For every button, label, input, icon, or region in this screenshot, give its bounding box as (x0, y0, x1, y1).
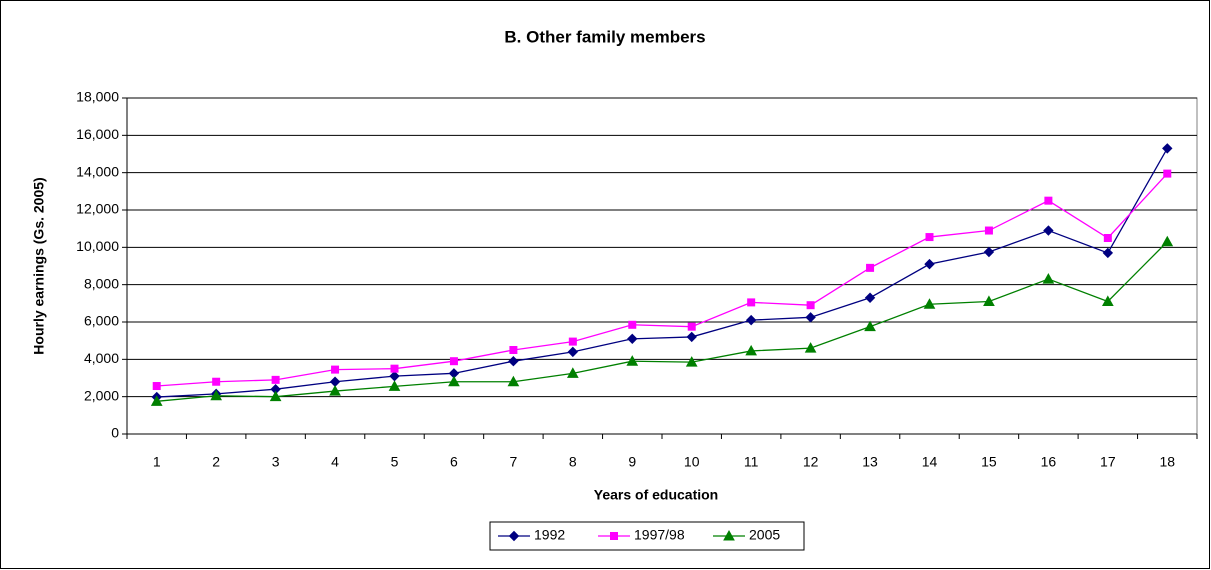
legend-label: 1997/98 (634, 527, 685, 543)
marker-diamond (686, 331, 697, 343)
series-line (156, 148, 1168, 398)
chart-title: B. Other family members (504, 27, 705, 46)
marker-square (1163, 169, 1172, 178)
series-line (156, 173, 1168, 387)
x-tick-label: 11 (744, 454, 759, 470)
marker-triangle (626, 355, 639, 366)
x-tick-label: 9 (628, 454, 636, 470)
marker-triangle (923, 298, 936, 309)
x-tick-label: 17 (1100, 454, 1116, 470)
marker-diamond (1162, 143, 1173, 154)
legend-item: 1992 (498, 527, 565, 543)
legend-label: 1992 (534, 527, 565, 543)
y-tick-label: 4,000 (84, 350, 119, 366)
marker-diamond (745, 314, 757, 326)
y-tick-label: 2,000 (84, 387, 119, 403)
marker-triangle (448, 375, 460, 387)
y-tick-label: 6,000 (84, 313, 119, 329)
marker-square (212, 377, 221, 386)
marker-triangle (507, 375, 520, 387)
marker-diamond (864, 292, 876, 303)
marker-triangle (269, 390, 282, 402)
marker-triangle (723, 529, 735, 541)
marker-triangle (566, 367, 579, 378)
x-tick-label: 3 (272, 454, 280, 470)
marker-triangle (1042, 273, 1055, 284)
x-tick-label: 5 (391, 454, 399, 470)
y-tick-label: 18,000 (76, 89, 119, 105)
marker-triangle (745, 344, 758, 356)
marker-triangle (804, 342, 817, 353)
x-tick-label: 2 (212, 454, 220, 470)
x-tick-label: 4 (331, 454, 339, 470)
legend-item: 1997/98 (598, 527, 685, 543)
series-line (156, 241, 1168, 402)
y-tick-label: 14,000 (76, 163, 119, 179)
y-tick-label: 10,000 (76, 238, 119, 254)
marker-square (687, 322, 696, 331)
marker-diamond (627, 333, 638, 345)
marker-triangle (210, 389, 223, 401)
marker-square (925, 233, 934, 242)
marker-triangle (1101, 295, 1114, 306)
marker-triangle (864, 320, 876, 332)
marker-square (568, 337, 577, 346)
marker-square (271, 375, 280, 384)
marker-square (1103, 234, 1112, 242)
marker-square (806, 301, 815, 310)
marker-diamond (805, 312, 816, 323)
marker-square (747, 298, 756, 307)
y-tick-label: 12,000 (76, 201, 119, 217)
legend-box (489, 521, 805, 551)
marker-diamond (1102, 247, 1114, 259)
x-axis-title: Years of education (594, 487, 718, 503)
x-tick-label: 18 (1159, 454, 1175, 470)
marker-square (152, 382, 161, 391)
marker-square (610, 532, 618, 540)
legend-item: 2005 (713, 527, 780, 543)
marker-triangle (329, 385, 341, 396)
marker-diamond (508, 530, 520, 542)
marker-diamond (924, 258, 935, 270)
x-tick-label: 13 (862, 454, 878, 470)
marker-triangle (388, 380, 401, 391)
marker-diamond (1043, 225, 1054, 236)
marker-square (331, 365, 340, 374)
marker-square (1044, 196, 1053, 205)
x-tick-label: 1 (153, 454, 161, 470)
marker-square (449, 357, 458, 366)
marker-square (509, 346, 518, 354)
marker-square (628, 320, 637, 329)
y-tick-label: 0 (111, 425, 119, 441)
x-tick-label: 10 (684, 454, 700, 470)
marker-square (390, 364, 399, 373)
marker-diamond (508, 355, 519, 367)
marker-triangle (685, 356, 698, 367)
marker-triangle (1161, 235, 1174, 247)
plot-area (126, 97, 1198, 435)
x-tick-label: 7 (509, 454, 517, 470)
x-tick-label: 14 (922, 454, 938, 470)
marker-triangle (983, 295, 995, 306)
x-tick-label: 15 (981, 454, 997, 470)
y-tick-label: 8,000 (84, 275, 119, 291)
marker-square (866, 263, 875, 272)
marker-diamond (983, 246, 995, 258)
legend-label: 2005 (749, 527, 780, 543)
x-tick-label: 6 (450, 454, 458, 470)
marker-square (984, 226, 993, 235)
x-tick-label: 12 (803, 454, 819, 470)
x-tick-label: 16 (1041, 454, 1057, 470)
x-tick-label: 8 (569, 454, 577, 470)
marker-triangle (150, 395, 163, 406)
y-tick-label: 16,000 (76, 126, 119, 142)
y-axis-title: Hourly earnings (Gs. 2005) (31, 177, 47, 354)
marker-diamond (567, 346, 579, 358)
